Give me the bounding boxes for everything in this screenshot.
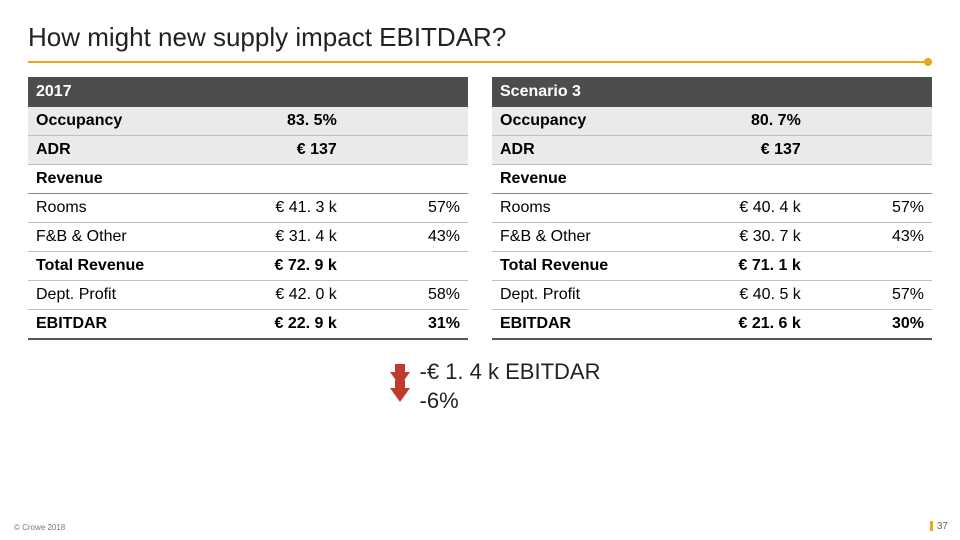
page-number: 37 bbox=[937, 521, 948, 532]
row-label: Total Revenue bbox=[28, 252, 213, 281]
row-label: Total Revenue bbox=[492, 252, 677, 281]
table-header-blank bbox=[809, 77, 932, 107]
row-label: EBITDAR bbox=[492, 310, 677, 340]
table-header-blank bbox=[677, 77, 809, 107]
delta-text: -€ 1. 4 k EBITDAR -6% bbox=[420, 358, 601, 415]
row-label: F&B & Other bbox=[28, 223, 213, 252]
table-row: Revenue bbox=[492, 165, 932, 194]
table-header-right: Scenario 3 bbox=[492, 77, 677, 107]
row-value: 80. 7% bbox=[677, 107, 809, 136]
row-percent bbox=[345, 107, 468, 136]
table-body-left: Occupancy83. 5%ADR€ 137RevenueRooms€ 41.… bbox=[28, 107, 468, 339]
row-value: € 40. 5 k bbox=[677, 281, 809, 310]
row-label: Occupancy bbox=[28, 107, 213, 136]
row-percent bbox=[809, 252, 932, 281]
row-value: € 137 bbox=[213, 136, 345, 165]
row-value: € 42. 0 k bbox=[213, 281, 345, 310]
table-row: ADR€ 137 bbox=[492, 136, 932, 165]
table-header-blank bbox=[345, 77, 468, 107]
row-percent bbox=[345, 165, 468, 194]
page-title: How might new supply impact EBITDAR? bbox=[0, 0, 960, 61]
delta-arrows bbox=[390, 372, 410, 402]
row-value: € 41. 3 k bbox=[213, 194, 345, 223]
row-label: Rooms bbox=[492, 194, 677, 223]
row-label: Occupancy bbox=[492, 107, 677, 136]
row-value: € 71. 1 k bbox=[677, 252, 809, 281]
row-label: Rooms bbox=[28, 194, 213, 223]
row-percent: 57% bbox=[345, 194, 468, 223]
arrow-down-icon bbox=[390, 388, 410, 402]
table-row: Rooms€ 40. 4 k57% bbox=[492, 194, 932, 223]
delta-line2: -6% bbox=[420, 387, 601, 416]
row-percent bbox=[809, 136, 932, 165]
table-row: Rooms€ 41. 3 k57% bbox=[28, 194, 468, 223]
table-row: Dept. Profit€ 42. 0 k58% bbox=[28, 281, 468, 310]
table-body-right: Occupancy80. 7%ADR€ 137RevenueRooms€ 40.… bbox=[492, 107, 932, 339]
table-row: F&B & Other€ 30. 7 k43% bbox=[492, 223, 932, 252]
row-label: ADR bbox=[492, 136, 677, 165]
row-percent: 57% bbox=[809, 281, 932, 310]
table-header-left: 2017 bbox=[28, 77, 213, 107]
table-header-blank bbox=[213, 77, 345, 107]
row-label: ADR bbox=[28, 136, 213, 165]
row-label: Dept. Profit bbox=[28, 281, 213, 310]
table-row: Total Revenue€ 72. 9 k bbox=[28, 252, 468, 281]
row-value: € 30. 7 k bbox=[677, 223, 809, 252]
table-row: Total Revenue€ 71. 1 k bbox=[492, 252, 932, 281]
row-value: € 40. 4 k bbox=[677, 194, 809, 223]
table-row: EBITDAR€ 21. 6 k30% bbox=[492, 310, 932, 340]
row-percent: 30% bbox=[809, 310, 932, 340]
row-label: EBITDAR bbox=[28, 310, 213, 340]
table-row: Occupancy80. 7% bbox=[492, 107, 932, 136]
row-label: Revenue bbox=[492, 165, 677, 194]
table-row: Revenue bbox=[28, 165, 468, 194]
row-value: € 31. 4 k bbox=[213, 223, 345, 252]
footer-accent-icon bbox=[930, 521, 933, 531]
row-value: 83. 5% bbox=[213, 107, 345, 136]
row-percent bbox=[809, 107, 932, 136]
table-row: F&B & Other€ 31. 4 k43% bbox=[28, 223, 468, 252]
delta-callout: -€ 1. 4 k EBITDAR -6% bbox=[360, 358, 601, 415]
row-percent bbox=[809, 165, 932, 194]
row-value: € 21. 6 k bbox=[677, 310, 809, 340]
row-label: Dept. Profit bbox=[492, 281, 677, 310]
row-value bbox=[213, 165, 345, 194]
table-row: ADR€ 137 bbox=[28, 136, 468, 165]
comparison-tables: 2017 Occupancy83. 5%ADR€ 137RevenueRooms… bbox=[0, 77, 960, 340]
row-percent bbox=[345, 252, 468, 281]
table-2017: 2017 Occupancy83. 5%ADR€ 137RevenueRooms… bbox=[28, 77, 468, 340]
row-percent: 58% bbox=[345, 281, 468, 310]
row-percent bbox=[345, 136, 468, 165]
row-value: € 137 bbox=[677, 136, 809, 165]
footer-copyright: © Crowe 2018 bbox=[14, 523, 65, 532]
row-value: € 72. 9 k bbox=[213, 252, 345, 281]
row-value bbox=[677, 165, 809, 194]
row-percent: 57% bbox=[809, 194, 932, 223]
delta-line1: -€ 1. 4 k EBITDAR bbox=[420, 358, 601, 387]
footer-page-number: 37 bbox=[930, 521, 948, 532]
table-scenario3: Scenario 3 Occupancy80. 7%ADR€ 137Revenu… bbox=[492, 77, 932, 340]
row-percent: 43% bbox=[345, 223, 468, 252]
row-label: Revenue bbox=[28, 165, 213, 194]
table-row: Dept. Profit€ 40. 5 k57% bbox=[492, 281, 932, 310]
table-row: EBITDAR€ 22. 9 k31% bbox=[28, 310, 468, 340]
row-value: € 22. 9 k bbox=[213, 310, 345, 340]
row-percent: 43% bbox=[809, 223, 932, 252]
row-percent: 31% bbox=[345, 310, 468, 340]
table-row: Occupancy83. 5% bbox=[28, 107, 468, 136]
title-underline bbox=[28, 61, 932, 63]
row-label: F&B & Other bbox=[492, 223, 677, 252]
